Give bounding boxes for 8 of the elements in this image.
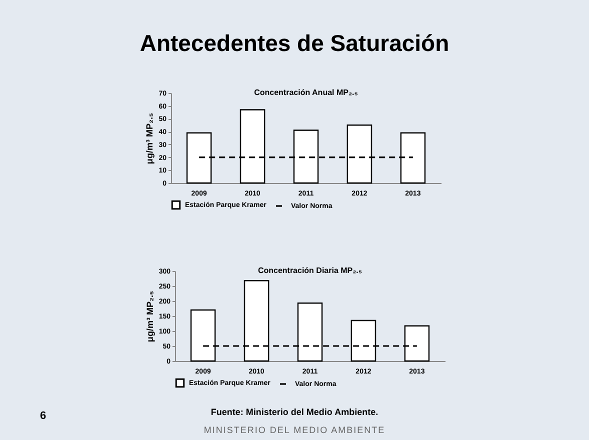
text: 6	[40, 410, 46, 422]
y-axis-title: μg/m³ MP₂.₅	[144, 290, 155, 342]
source-note: Fuente: Ministerio del Medio Ambiente.	[210, 407, 378, 417]
chart-title: Concentración Diaria MP₂.₅	[258, 266, 362, 275]
chart-title: Concentración Anual MP₂.₅	[254, 88, 358, 97]
y-axis-title: μg/m³ MP₂.₅	[144, 112, 155, 164]
text: Antecedentes de Saturación	[138, 30, 450, 57]
text: MINISTERIO DEL MEDIO AMBIENTE	[202, 425, 386, 435]
